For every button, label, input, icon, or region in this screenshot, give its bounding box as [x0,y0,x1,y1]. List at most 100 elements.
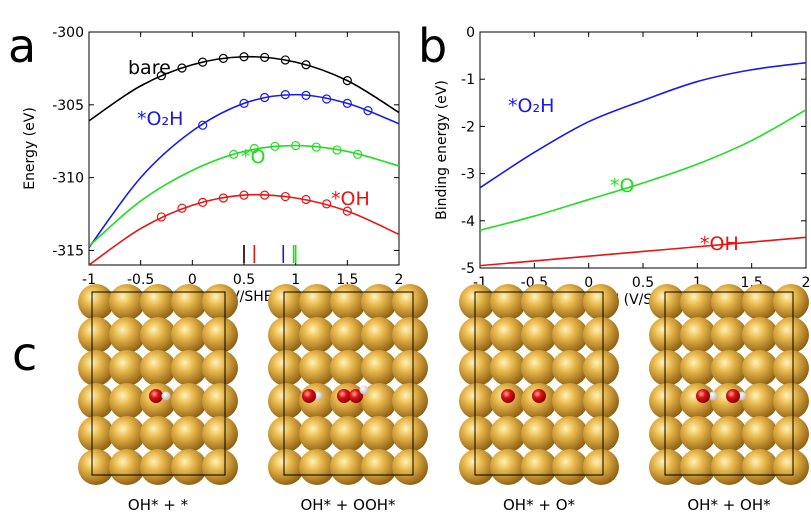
gold-atom [330,350,366,386]
gold-atom [361,449,397,485]
panel-label: b [418,19,447,73]
series-label: *O₂H [508,95,554,117]
structure [649,284,809,485]
gold-atom [583,350,619,386]
gold-atom [459,284,495,320]
gold-atom [459,350,495,386]
gold-atom [109,383,145,419]
gold-atom [583,416,619,452]
gold-atom [78,416,114,452]
gold-atom [583,383,619,419]
gold-atom [140,449,176,485]
hydrogen-atom [162,392,171,401]
gold-atom [171,350,207,386]
gold-atom [392,383,428,419]
gold-atom [711,284,747,320]
gold-atom [459,383,495,419]
gold-atom [78,284,114,320]
gold-atom [268,350,304,386]
gold-atom [202,383,238,419]
gold-atom [773,284,809,320]
gold-atom [552,350,588,386]
y-tick-label: -4 [461,214,475,230]
gold-atom [330,317,366,353]
series-label: *OH [331,188,370,210]
structure [78,284,238,485]
gold-atom [202,350,238,386]
gold-atom [361,350,397,386]
series-line [480,63,806,188]
gold-atom [680,350,716,386]
gold-atom [742,284,778,320]
gold-atom [330,416,366,452]
gold-atom [109,416,145,452]
gold-atom [680,383,716,419]
gold-atom [649,449,685,485]
gold-atom [268,449,304,485]
y-tick-label: -3 [461,167,475,183]
gold-atom [361,416,397,452]
series-line [480,237,806,265]
gold-atom [552,383,588,419]
oxygen-atom [149,389,163,403]
oxygen-atom [532,389,546,403]
page: a b c -1-0.500.511.52-315-310-305-300U (… [0,0,811,527]
gold-atom [711,317,747,353]
oxygen-atom [337,389,351,403]
x-tick-label: 0.5 [632,275,654,291]
gold-atom [773,449,809,485]
gold-atom [202,416,238,452]
series-line [480,110,806,230]
oxygen-atom [302,389,316,403]
gold-atom [299,449,335,485]
gold-atom [742,383,778,419]
gold-atom [140,416,176,452]
gold-atom [109,284,145,320]
gold-atom [552,284,588,320]
gold-atom [773,416,809,452]
gold-atom [649,284,685,320]
gold-atom [490,284,526,320]
gold-atom [711,416,747,452]
gold-atom [392,284,428,320]
gold-atom [171,449,207,485]
oxygen-atom [696,389,710,403]
gold-atom [552,449,588,485]
gold-atom [773,350,809,386]
gold-atom [459,416,495,452]
gold-atom [140,350,176,386]
gold-atom [742,350,778,386]
gold-atom [202,317,238,353]
gold-atom [171,383,207,419]
gold-atom [140,284,176,320]
gold-atom [490,416,526,452]
gold-atom [711,449,747,485]
gold-atom [490,350,526,386]
gold-atom [490,449,526,485]
gold-atom [78,317,114,353]
gold-atom [202,284,238,320]
gold-atom [459,317,495,353]
gold-atom [552,416,588,452]
y-tick-label: -1 [461,72,475,88]
gold-atom [78,350,114,386]
y-tick-label: -2 [461,119,475,135]
series-label: *O [610,175,634,197]
structure [459,284,619,485]
series-label: *O₂H [137,108,183,130]
oxygen-atom [726,389,740,403]
gold-atom [680,284,716,320]
gold-atom [330,449,366,485]
structure-caption: OH* + * [128,496,189,514]
y-tick-label: -310 [52,171,84,187]
series-line [89,95,399,248]
gold-atom [773,383,809,419]
y-tick-label: -300 [52,25,84,41]
gold-atom [742,416,778,452]
plot-frame [480,32,806,268]
gold-atom [552,317,588,353]
y-tick-label: -305 [52,98,84,114]
gold-atom [268,284,304,320]
gold-atom [202,449,238,485]
oxygen-atom [501,389,515,403]
